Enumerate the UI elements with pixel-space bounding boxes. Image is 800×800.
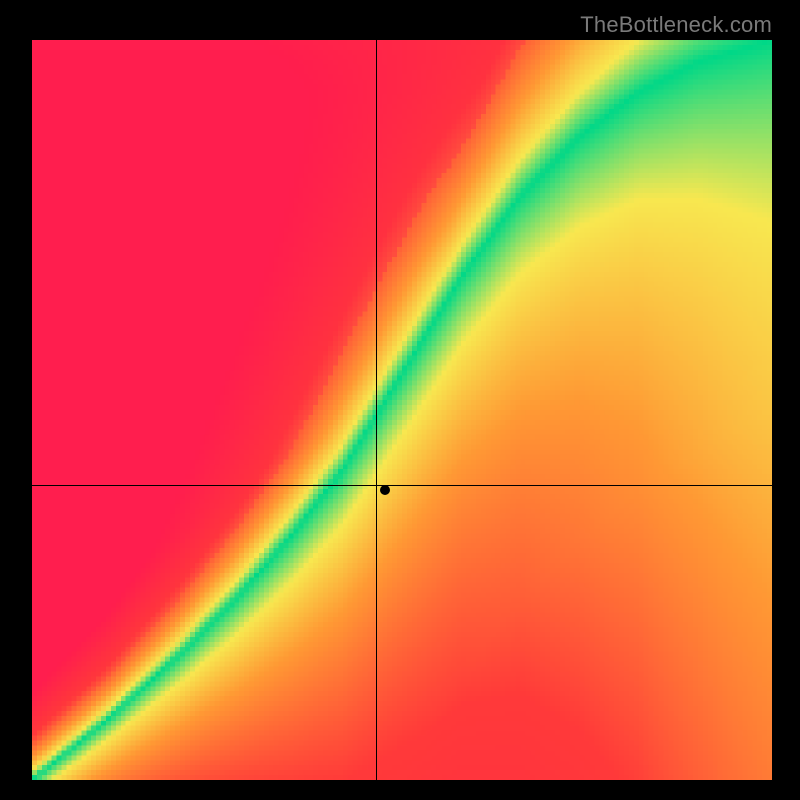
data-point-marker <box>380 485 390 495</box>
crosshair-vertical <box>376 40 377 780</box>
crosshair-horizontal <box>32 485 772 486</box>
watermark-text: TheBottleneck.com <box>580 12 772 38</box>
heatmap-canvas <box>32 40 772 780</box>
heatmap-plot <box>32 40 772 780</box>
